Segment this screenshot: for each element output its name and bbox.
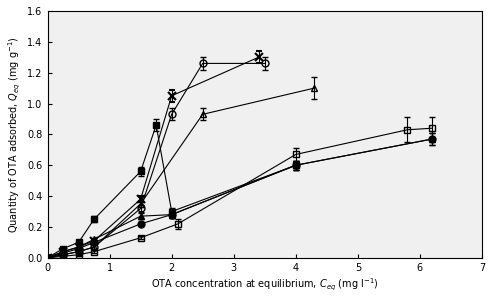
Y-axis label: Quantity of OTA adsorbed, $Q_{eq}$ (mg g$^{-1}$): Quantity of OTA adsorbed, $Q_{eq}$ (mg g… [7,36,23,233]
X-axis label: OTA concentration at equilibrium, $C_{eq}$ (mg l$^{-1}$): OTA concentration at equilibrium, $C_{eq… [151,277,378,293]
